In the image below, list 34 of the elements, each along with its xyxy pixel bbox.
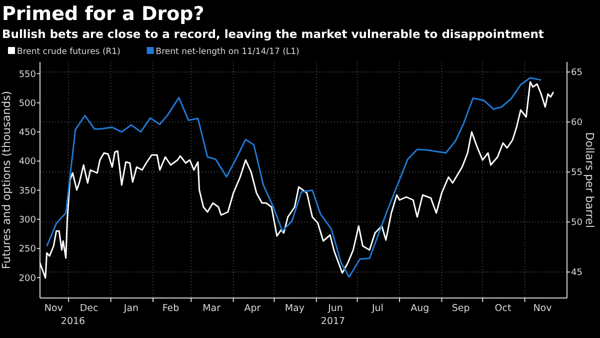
y2-tick-label: 45 [571,268,582,278]
x-tick-label: Jan [122,303,139,314]
y2-tick-label: 60 [571,118,583,128]
y-axis-title: Futures and options (thousands) [0,90,13,270]
x-tick-label: Dec [80,303,98,314]
y-tick-label: 550 [18,70,36,80]
y2-tick-label: 50 [571,218,583,228]
y-tick-label: 450 [18,128,36,138]
y-tick-label: 400 [18,157,36,168]
y-tick-label: 500 [18,98,36,109]
y-tick-label: 300 [18,215,36,226]
legend-label: Brent net-length on 11/14/17 (L1) [156,47,300,57]
legend-label: Brent crude futures (R1) [17,47,120,57]
x-tick-label: Jul [370,303,384,314]
x-tick-label: Apr [244,303,261,314]
x-tick-label: Oct [494,303,512,314]
x-tick-label: Nov [44,303,64,314]
y2-tick-label: 55 [571,168,582,178]
y-tick-label: 200 [18,274,36,284]
text: 2017 [320,316,346,327]
x-tick-label: Nov [533,303,552,314]
y2-tick-label: 65 [571,68,582,78]
chart-title: Primed for a Drop? [2,3,204,25]
x-tick-label: May [284,303,305,314]
x-tick-label: Mar [202,303,221,314]
y-tick-label: 250 [18,244,36,255]
x-tick-label: Feb [162,303,180,314]
y-tick-label: 350 [18,186,36,196]
x-tick-label: Sep [452,303,470,314]
y2-axis-title: Dollars per barrel [583,132,596,228]
chart-subtitle: Bullish bets are close to a record, leaving the market vulnerable to disappointment [2,27,544,41]
x-tick-label: Jun [327,303,343,314]
x-tick-label: Aug [410,303,430,314]
text: 2016 [60,316,86,327]
